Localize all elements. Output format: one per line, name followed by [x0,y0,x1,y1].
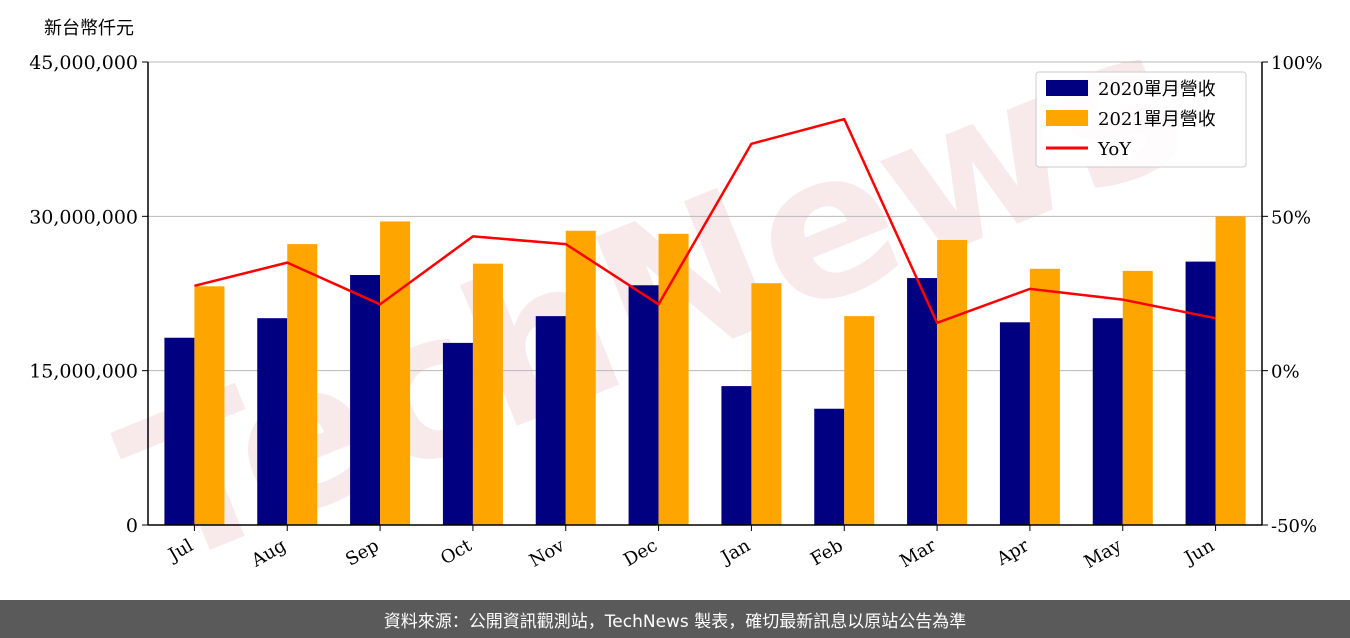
bar-2021-nov [565,230,596,525]
x-tick-label: Feb [807,535,847,570]
x-tick-label: Dec [620,535,661,571]
right-axis-ticks: -50% 0% 50% 100% [1262,53,1322,537]
bar-2020-sep [350,274,381,525]
x-tick-label: Oct [437,535,476,570]
x-tick-label: Jun [1180,535,1219,570]
x-tick-label: Nov [526,535,569,572]
gridlines [148,61,1262,372]
legend-label-2021: 2021單月營收 [1098,109,1216,130]
bar-2021-jul [194,286,225,525]
source-footer: 資料來源：公開資訊觀測站，TechNews 製表，確切最新訊息以原站公告為準 [0,600,1350,638]
left-axis-ticks: 0 15,000,000 30,000,000 45,000,000 [29,52,148,537]
legend-label-yoy: YoY [1097,139,1132,160]
bar-2021-aug [287,244,318,525]
revenue-chart: TechNews 新台幣仟元 015,000,00030,000,00045,0… [29,0,1322,600]
left-tick-label: 30,000,000 [29,206,138,228]
x-tick-label: Apr [992,535,1032,570]
bar-2021-dec [658,233,689,525]
yoy-line [194,117,1216,325]
x-tick-label: May [1081,535,1126,573]
bars [164,216,1246,526]
legend-label-2020: 2020單月營收 [1098,79,1216,100]
bar-2020-aug [257,318,288,525]
bar-2021-mar [937,239,968,525]
legend-swatch-2021 [1046,110,1088,126]
x-tick-label: Jan [716,535,754,569]
footer-text: 資料來源：公開資訊觀測站，TechNews 製表，確切最新訊息以原站公告為準 [383,611,967,632]
legend-box [1035,71,1247,168]
right-tick-label: 100% [1271,53,1322,74]
bar-2020-jun [1185,261,1216,525]
bar-2020-oct [442,342,473,525]
bar-2020-jan [721,386,752,525]
bar-2020-mar [907,278,938,525]
right-tick-label: 50% [1271,207,1311,228]
axes [147,62,1263,526]
bar-2020-dec [628,285,659,525]
x-tick-label: Mar [896,535,940,572]
bar-2021-jan [751,283,782,525]
left-tick-label: 45,000,000 [29,52,138,74]
unit-label: 新台幣仟元 [44,18,134,39]
legend-swatch-2020 [1046,80,1088,96]
left-tick-label: 0 [126,515,138,537]
yoy-series-line [194,117,1216,325]
bar-2021-apr [1029,268,1060,525]
bar-2020-nov [535,316,566,525]
bar-2021-oct [472,263,503,525]
bar-2021-jun [1215,216,1246,526]
bar-2020-jul [164,337,195,525]
bar-2020-feb [814,408,845,525]
left-tick-label: 15,000,000 [29,361,138,383]
legend: 2020單月營收 2021單月營收 YoY [1035,71,1247,168]
bar-2021-feb [844,316,875,525]
bar-2020-may [1092,318,1123,525]
right-tick-label: -50% [1271,516,1317,537]
bar-2021-sep [380,221,411,525]
right-tick-label: 0% [1271,362,1300,383]
bar-2021-may [1122,270,1153,525]
bar-2020-apr [999,322,1030,525]
